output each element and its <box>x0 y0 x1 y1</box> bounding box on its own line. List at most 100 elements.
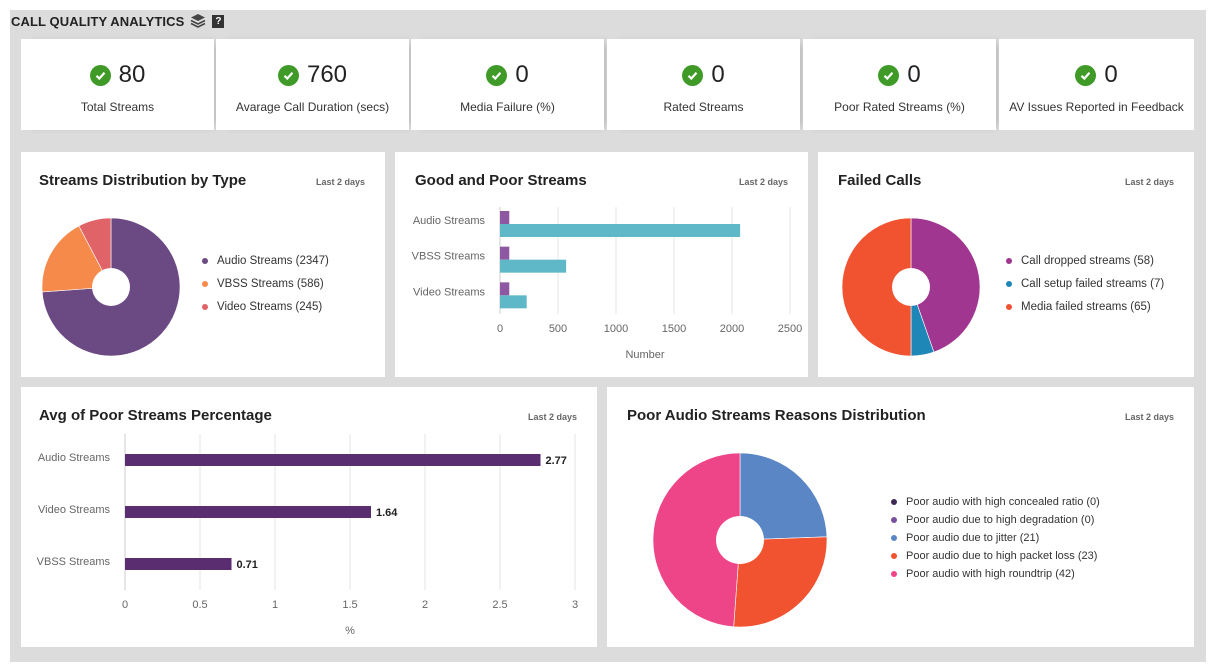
legend-dot <box>891 499 897 505</box>
check-circle-icon <box>682 64 704 86</box>
x-tick-label: 1 <box>272 599 278 611</box>
bar[interactable] <box>125 506 371 518</box>
pie-slice[interactable] <box>652 452 741 628</box>
card-title: Poor Audio Streams Reasons Distribution <box>627 407 926 424</box>
card-good-poor-streams: Good and Poor Streams Last 2 days 0 500 10… <box>395 152 808 377</box>
poor-audio-pie-chart <box>652 452 828 628</box>
y-category-label: VBSS Streams <box>412 251 486 263</box>
streams-type-pie-chart <box>41 217 181 357</box>
card-poor-audio-reasons: Poor Audio Streams Reasons Distribution … <box>607 387 1194 647</box>
x-tick-label: 2500 <box>778 323 802 335</box>
kpi-value: 0 <box>907 61 921 88</box>
kpi-poor-rated-streams: 0 Poor Rated Streams (%) <box>803 39 996 130</box>
legend-dot <box>1006 257 1012 264</box>
pie-slice[interactable] <box>739 452 828 541</box>
legend-item: Poor audio with high concealed ratio (0) <box>891 493 1100 511</box>
kpi-label: Media Failure (%) <box>460 100 555 114</box>
card-title: Streams Distribution by Type <box>39 172 247 189</box>
x-tick-label: 0 <box>497 323 503 335</box>
x-tick-label: 0.5 <box>192 599 207 611</box>
bar[interactable] <box>125 454 541 466</box>
pie-slice[interactable] <box>41 225 112 293</box>
x-tick-label: 2 <box>422 599 428 611</box>
check-circle-icon <box>1075 64 1097 86</box>
x-axis-label: Number <box>625 349 664 361</box>
card-date-range: Last 2 days <box>738 177 788 187</box>
bar[interactable] <box>500 224 741 237</box>
x-tick-label: 0 <box>122 599 128 611</box>
check-circle-icon <box>878 64 900 86</box>
bar-data-label: 0.71 <box>237 559 258 571</box>
bar[interactable] <box>500 259 567 273</box>
avg-poor-bar-chart: 0 0.5 1 1.5 2 2.5 3% Audio Streams 2.77 Video Str… <box>37 434 578 637</box>
legend-label: VBSS Streams (586) <box>217 277 324 290</box>
y-category-label: Video Streams <box>38 504 110 516</box>
legend: Audio Streams (2347) VBSS Streams (586) … <box>202 249 329 318</box>
card-date-range: Last 2 days <box>1124 177 1174 187</box>
pie-slice[interactable] <box>841 217 912 357</box>
bar[interactable] <box>125 558 232 570</box>
kpi-label: AV Issues Reported in Feedback <box>1009 100 1184 114</box>
kpi-av-issues: 0 AV Issues Reported in Feedback <box>999 39 1194 130</box>
legend-label: Poor audio due to high packet loss (23) <box>906 550 1098 562</box>
good-poor-bar-chart: 0 500 1000 1500 2000 2500 Number Audio Streams V… <box>412 207 802 361</box>
legend-dot <box>202 280 208 287</box>
pie-slice[interactable] <box>733 536 828 628</box>
kpi-rated-streams: 0 Rated Streams <box>607 39 800 130</box>
dashboard-header: CALL QUALITY ANALYTICS ? <box>11 10 225 32</box>
legend-label: Poor audio with high roundtrip (42) <box>906 568 1075 580</box>
legend-item: Poor audio due to jitter (21) <box>891 529 1100 547</box>
bar[interactable] <box>500 282 510 296</box>
card-date-range: Last 2 days <box>1124 412 1174 422</box>
x-tick-label: 2.5 <box>492 599 507 611</box>
card-failed-calls: Failed Calls Last 2 days Call dropped st… <box>818 152 1194 377</box>
legend-dot <box>891 553 897 559</box>
bar[interactable] <box>500 246 510 260</box>
kpi-value: 80 <box>118 61 146 88</box>
kpi-value: 760 <box>306 61 348 88</box>
legend-label: Call setup failed streams (7) <box>1021 277 1165 290</box>
kpi-total-streams: 80 Total Streams <box>21 39 214 130</box>
legend-dot <box>1006 280 1012 287</box>
x-tick-label: 1500 <box>662 323 686 335</box>
bar[interactable] <box>500 211 510 224</box>
pie-hole <box>92 268 130 306</box>
legend-label: Video Streams (245) <box>217 300 323 313</box>
failed-calls-pie-chart <box>841 217 981 357</box>
legend-dot <box>891 535 897 541</box>
legend-item: Poor audio due to high packet loss (23) <box>891 547 1100 565</box>
legend-label: Poor audio due to jitter (21) <box>906 532 1040 544</box>
x-tick-label: 500 <box>549 323 567 335</box>
y-category-label: Video Streams <box>413 286 485 298</box>
kpi-value: 0 <box>1104 61 1118 88</box>
card-streams-distribution: Streams Distribution by Type Last 2 days… <box>21 152 385 377</box>
legend-dot <box>891 571 897 577</box>
kpi-value: 0 <box>515 61 529 88</box>
legend-item: Video Streams (245) <box>202 295 329 318</box>
bar-data-label: 1.64 <box>376 507 398 519</box>
pie-slice[interactable] <box>910 217 981 353</box>
card-avg-poor-streams: Avg of Poor Streams Percentage Last 2 da… <box>21 387 597 647</box>
y-category-label: Audio Streams <box>413 215 486 227</box>
legend-dot <box>1006 303 1012 310</box>
legend: Call dropped streams (58) Call setup fai… <box>1006 249 1164 318</box>
legend-label: Poor audio with high concealed ratio (0) <box>906 496 1100 508</box>
x-tick-label: 1000 <box>604 323 628 335</box>
help-icon[interactable]: ? <box>212 14 225 28</box>
kpi-label: Poor Rated Streams (%) <box>834 100 965 114</box>
legend-item: VBSS Streams (586) <box>202 272 329 295</box>
legend-dot <box>202 303 208 310</box>
bar[interactable] <box>500 295 527 309</box>
legend-label: Poor audio due to high degradation (0) <box>906 514 1095 526</box>
kpi-avg-call-duration: 760 Avarage Call Duration (secs) <box>216 39 409 130</box>
kpi-value: 0 <box>711 61 725 88</box>
check-circle-icon <box>486 64 508 86</box>
pie-slice[interactable] <box>78 217 112 288</box>
legend-label: Media failed streams (65) <box>1021 300 1151 313</box>
card-title: Good and Poor Streams <box>415 172 587 189</box>
bar-data-label: 2.77 <box>546 455 567 467</box>
check-circle-icon <box>277 64 299 86</box>
layers-icon[interactable] <box>190 13 206 29</box>
kpi-label: Total Streams <box>80 100 155 114</box>
kpi-label: Rated Streams <box>663 100 744 114</box>
